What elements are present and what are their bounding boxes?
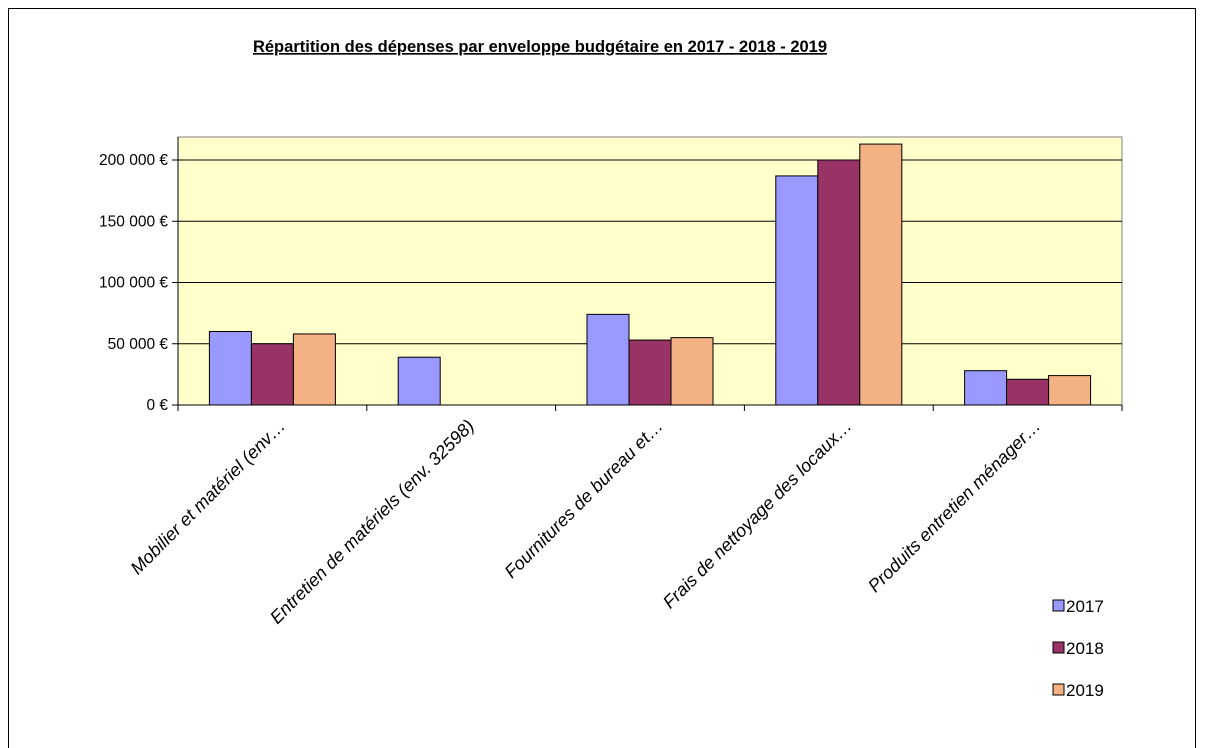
x-category-label: Produits entretien ménager… (864, 416, 1044, 596)
bar-2017-0 (208, 331, 252, 406)
legend-swatch-2019 (1052, 683, 1065, 696)
bar-2019-3 (859, 143, 903, 406)
legend-swatch-2018 (1052, 641, 1065, 654)
bar-2018-2 (628, 339, 672, 406)
y-tick-label: 100 000 € (99, 275, 168, 292)
bar-2019-2 (670, 337, 714, 406)
y-tick-label: 0 € (146, 397, 168, 414)
x-category-label: Mobilier et matériel (env… (127, 416, 290, 579)
y-tick-label: 150 000 € (99, 213, 168, 230)
bar-2017-3 (775, 175, 819, 406)
x-category-label: Fournitures de bureau et… (501, 416, 667, 582)
bar-2017-1 (397, 356, 441, 406)
bar-2018-3 (817, 159, 861, 406)
chart-title: Répartition des dépenses par enveloppe b… (253, 38, 827, 56)
bar-2018-4 (1006, 378, 1050, 406)
bars (208, 143, 1092, 406)
bar-2019-4 (1048, 375, 1092, 406)
legend-label-2018: 2018 (1066, 639, 1104, 658)
chart-frame (8, 8, 1196, 748)
legend: 2017 2018 2019 (1052, 597, 1104, 700)
bar-2017-2 (586, 313, 630, 406)
legend-label-2019: 2019 (1066, 681, 1104, 700)
x-category-label: Frais de nettoyage des locaux… (659, 416, 856, 613)
x-category-label: Entretien de matériels (env. 32598) (266, 416, 478, 628)
y-tick-label: 50 000 € (108, 336, 169, 353)
bar-2019-0 (292, 333, 336, 406)
bar-2017-4 (964, 370, 1008, 406)
legend-label-2017: 2017 (1066, 597, 1104, 616)
bar-2018-0 (250, 343, 294, 406)
legend-swatch-2017 (1052, 599, 1065, 612)
y-tick-label: 200 000 € (99, 152, 168, 169)
